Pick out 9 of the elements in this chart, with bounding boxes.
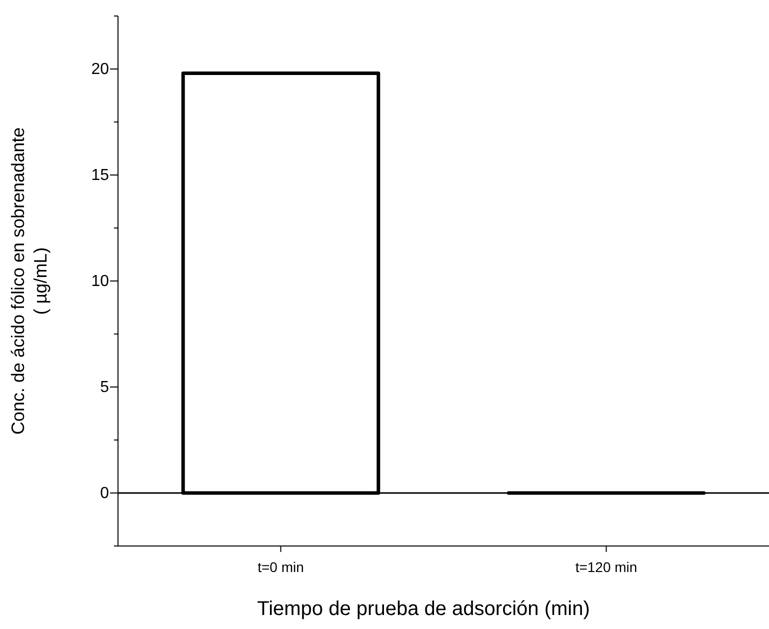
y-tick-label: 0 [100,485,110,502]
y-tick-label: 5 [100,379,110,396]
y-tick-label: 10 [91,273,110,290]
y-axis-title: Conc. de ácido fólico en sobrenadante ( µg/mL) [8,127,50,435]
y-tick-label: 15 [91,167,110,184]
x-tick-label: t=0 min [258,558,304,575]
x-tick-label: t=120 min [575,558,638,575]
x-axis-title: Tiempo de prueba de adsorción (min) [257,598,590,620]
y-tick-label: 20 [91,61,110,78]
